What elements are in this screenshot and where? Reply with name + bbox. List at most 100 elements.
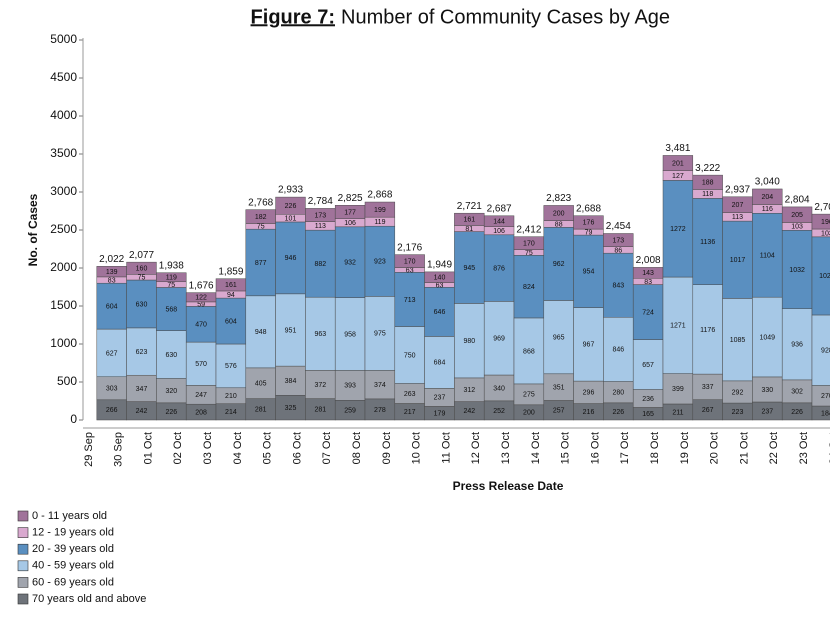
total-label: 2,022 <box>99 254 124 265</box>
segment-label: 113 <box>315 223 326 230</box>
bar-segment <box>245 228 276 297</box>
segment-label: 351 <box>553 384 565 391</box>
legend-swatch <box>17 510 29 522</box>
x-tick-label: 14 Oct <box>530 432 542 464</box>
x-tick-label: 04 Oct <box>232 432 244 464</box>
segment-label: 139 <box>106 269 118 276</box>
segment-label: 210 <box>225 393 237 400</box>
x-tick-label: 01 Oct <box>142 432 154 464</box>
segment-label: 278 <box>374 407 386 414</box>
segment-label: 237 <box>761 408 773 415</box>
total-label: 2,687 <box>487 203 512 214</box>
segment-label: 88 <box>555 221 563 228</box>
legend-label: 40 - 59 years old <box>32 560 114 572</box>
total-label: 2,454 <box>606 221 631 232</box>
bar-segment <box>185 306 217 343</box>
segment-label: 63 <box>436 282 444 289</box>
segment-label: 303 <box>106 386 118 393</box>
segment-label: 340 <box>493 385 505 392</box>
segment-label: 226 <box>165 409 177 416</box>
bar-segment <box>543 227 574 301</box>
segment-label: 188 <box>702 180 714 187</box>
total-label: 1,676 <box>189 280 214 291</box>
segment-label: 1104 <box>760 253 775 260</box>
y-tick-label: 5000 <box>50 32 77 46</box>
y-tick-label: 0 <box>70 412 77 426</box>
segment-label: 281 <box>314 407 326 414</box>
segment-label: 1032 <box>789 267 805 274</box>
bar-segment <box>752 188 783 205</box>
segment-label: 393 <box>344 383 356 390</box>
segment-label: 570 <box>195 361 207 368</box>
segment-label: 954 <box>583 269 595 276</box>
segment-label: 161 <box>225 282 237 289</box>
bar-segment <box>275 196 306 215</box>
total-label: 2,823 <box>546 193 571 204</box>
segment-label: 266 <box>106 407 118 414</box>
segment-label: 103 <box>791 224 803 231</box>
segment-label: 1028 <box>819 273 830 280</box>
segment-label: 257 <box>553 408 565 415</box>
segment-label: 160 <box>136 266 148 273</box>
segment-label: 101 <box>285 215 297 222</box>
segment-label: 208 <box>195 409 207 416</box>
segment-label: 399 <box>672 386 684 393</box>
segment-label: 226 <box>791 409 803 416</box>
bar-segment <box>662 373 694 405</box>
bar-segment <box>156 330 187 379</box>
bar-segment <box>96 328 127 378</box>
segment-label: 94 <box>227 292 235 299</box>
segment-label: 384 <box>285 378 297 385</box>
bar-segment <box>543 300 574 375</box>
total-label: 2,688 <box>576 203 601 214</box>
segment-label: 337 <box>702 384 714 391</box>
segment-label: 1085 <box>730 337 746 344</box>
y-tick-label: 500 <box>57 374 77 388</box>
segment-label: 958 <box>344 331 356 338</box>
bar-segment <box>603 252 634 318</box>
segment-label: 325 <box>285 405 297 412</box>
segment-label: 75 <box>138 275 146 282</box>
bar-segment <box>483 301 515 376</box>
segment-label: 200 <box>553 210 565 217</box>
segment-label: 127 <box>672 173 684 180</box>
bar-segment <box>811 213 830 230</box>
bar-segment <box>573 215 604 230</box>
segment-label: 1049 <box>760 334 776 341</box>
bar-segment <box>275 365 306 396</box>
bar-segment <box>632 339 664 390</box>
bar-segment <box>394 272 425 327</box>
segment-label: 207 <box>732 202 744 209</box>
total-label: 1,859 <box>218 266 243 277</box>
total-label: 3,222 <box>695 163 720 174</box>
legend-swatch <box>17 593 29 605</box>
bar-segment <box>185 341 217 386</box>
segment-label: 226 <box>612 409 624 416</box>
bar-segment <box>126 327 157 376</box>
segment-label: 177 <box>344 209 356 216</box>
segment-label: 63 <box>406 267 414 274</box>
legend-swatch <box>17 577 29 588</box>
y-tick-label: 2000 <box>50 260 77 274</box>
bar-segment <box>603 316 634 382</box>
segment-label: 292 <box>732 389 744 396</box>
segment-label: 144 <box>493 219 505 226</box>
segment-label: 946 <box>285 255 297 262</box>
bar-segment <box>215 297 247 345</box>
bar-segment <box>364 225 396 297</box>
segment-label: 928 <box>821 348 830 355</box>
segment-label: 79 <box>585 229 593 236</box>
bar-segment <box>573 307 604 382</box>
segment-label: 347 <box>136 386 148 393</box>
x-tick-label: 06 Oct <box>291 432 303 464</box>
x-tick-label: 24 Oct <box>828 432 830 464</box>
y-tick-label: 3000 <box>50 184 77 198</box>
y-tick-label: 1500 <box>50 298 77 312</box>
total-label: 1,938 <box>159 260 184 271</box>
segment-label: 237 <box>434 395 446 402</box>
bar-segment <box>454 303 485 379</box>
segment-label: 119 <box>166 275 177 282</box>
segment-label: 214 <box>225 409 237 416</box>
segment-label: 965 <box>553 334 565 341</box>
bar-segment <box>752 296 783 378</box>
